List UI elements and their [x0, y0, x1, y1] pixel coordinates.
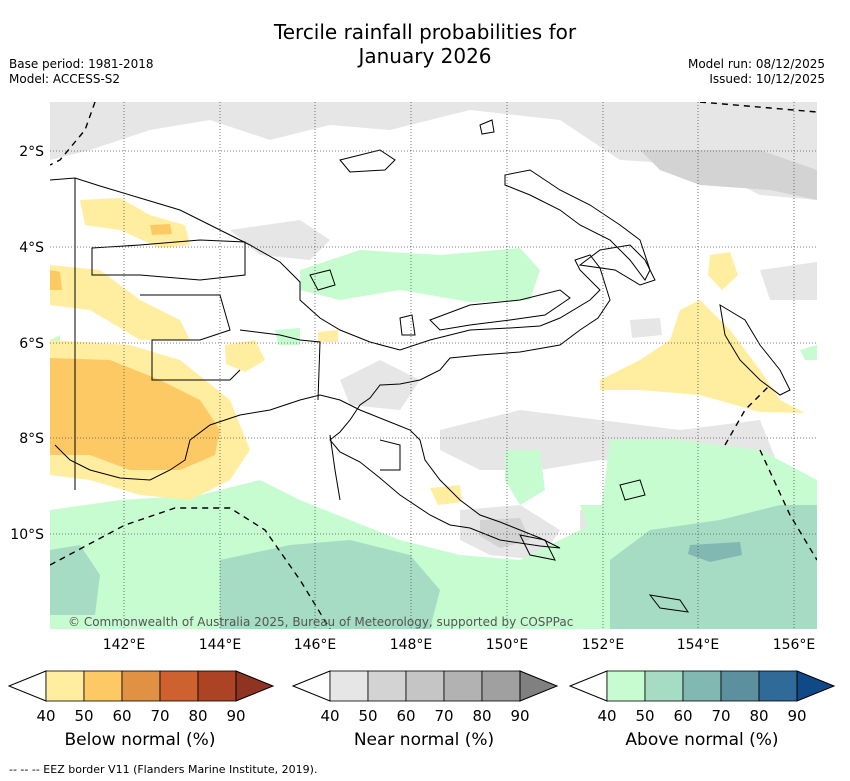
colorbar-high-arrow	[519, 670, 559, 702]
lon-label: 154°E	[677, 637, 720, 653]
colorbar-tick-label: 50	[358, 707, 377, 725]
above-normal-60	[688, 542, 742, 562]
colorbar-tick-label: 70	[434, 707, 453, 725]
colorbar-segment	[83, 670, 123, 702]
coastlines	[50, 119, 791, 613]
near-normal-colorbar: 40 50 60 70 80 90	[291, 670, 559, 725]
lon-label: 146°E	[294, 637, 337, 653]
colorbar-tick-label: 80	[188, 707, 207, 725]
lon-label: 152°E	[582, 637, 625, 653]
colorbar-tick-label: 50	[635, 707, 654, 725]
colorbar-tick-label: 70	[711, 707, 730, 725]
graticule	[50, 102, 817, 629]
colorbar-segment	[367, 670, 407, 702]
lon-label: 148°E	[390, 637, 433, 653]
lon-label: 142°E	[103, 637, 146, 653]
colorbar-tick-label: 70	[150, 707, 169, 725]
meta-left: Base period: 1981-2018 Model: ACCESS-S2	[9, 57, 154, 87]
base-period: Base period: 1981-2018	[9, 57, 154, 71]
colorbar-segment	[758, 670, 798, 702]
colorbar-segment	[644, 670, 684, 702]
lat-label: 10°S	[10, 527, 44, 543]
model-run: Model run: 08/12/2025	[687, 57, 825, 71]
colorbar-tick-label: 60	[396, 707, 415, 725]
colorbar-low-arrow	[568, 670, 608, 702]
above-normal-50	[50, 505, 817, 629]
title-line-1: Tercile rainfall probabilities for	[273, 20, 577, 44]
colorbar-tick-label: 40	[597, 707, 616, 725]
colorbar-segment	[159, 670, 199, 702]
meta-right: Model run: 08/12/2025 Issued: 10/12/2025	[688, 57, 825, 87]
below-normal-title: Below normal (%)	[64, 730, 216, 750]
colorbar-low-arrow	[291, 670, 331, 702]
near-normal-title: Near normal (%)	[353, 730, 495, 750]
lat-label: 2°S	[19, 144, 44, 160]
colorbar-segment	[443, 670, 483, 702]
colorbar-tick-label: 60	[673, 707, 692, 725]
colorbar-segment	[197, 670, 237, 702]
near-normal-50	[480, 150, 817, 548]
lat-label: 6°S	[19, 336, 44, 352]
colorbar-tick-label: 50	[74, 707, 93, 725]
lon-label: 144°E	[199, 637, 242, 653]
longitude-labels: 142°E 144°E 146°E 148°E 150°E 152°E 154°…	[103, 637, 816, 653]
colorbar-segment	[682, 670, 722, 702]
colorbar-high-arrow	[796, 670, 836, 702]
latitude-labels: 2°S 4°S 6°S 8°S 10°S	[10, 144, 44, 543]
issued-date: Issued: 10/12/2025	[709, 72, 825, 86]
colorbar-segment	[606, 670, 646, 702]
below-normal-colorbar: 40 50 60 70 80 90	[7, 670, 275, 725]
colorbar-high-arrow	[235, 670, 275, 702]
colorbar-tick-label: 40	[320, 707, 339, 725]
eez-borders	[50, 102, 817, 629]
above-normal-colorbar: 40 50 60 70 80 90	[568, 670, 836, 725]
colorbar-segment	[405, 670, 445, 702]
model-name: Model: ACCESS-S2	[9, 72, 121, 86]
map-title: Tercile rainfall probabilities for Janua…	[0, 20, 850, 68]
colorbar-segment	[45, 670, 85, 702]
title-line-2: January 2026	[358, 44, 492, 68]
colorbar-tick-label: 80	[749, 707, 768, 725]
below-normal-50	[50, 224, 220, 470]
colorbar-segment	[121, 670, 161, 702]
colorbar-segment	[481, 670, 521, 702]
colorbar-tick-label: 40	[36, 707, 55, 725]
colorbar-low-arrow	[7, 670, 47, 702]
eez-note: -- -- -- EEZ border V11 (Flanders Marine…	[9, 763, 318, 776]
colorbar-tick-label: 80	[472, 707, 491, 725]
colorbar-tick-label: 90	[787, 707, 806, 725]
colorbar-tick-label: 90	[510, 707, 529, 725]
lon-label: 150°E	[486, 637, 529, 653]
colorbar-tick-label: 60	[112, 707, 131, 725]
lon-label: 156°E	[773, 637, 816, 653]
lat-label: 8°S	[19, 431, 44, 447]
above-normal-title: Above normal (%)	[625, 730, 779, 750]
copyright-credit: © Commonwealth of Australia 2025, Bureau…	[68, 615, 573, 629]
colorbar-segment	[329, 670, 369, 702]
colorbar-tick-label: 90	[226, 707, 245, 725]
lat-label: 4°S	[19, 240, 44, 256]
colorbar-segment	[720, 670, 760, 702]
map-area: © Commonwealth of Australia 2025, Bureau…	[50, 102, 817, 629]
